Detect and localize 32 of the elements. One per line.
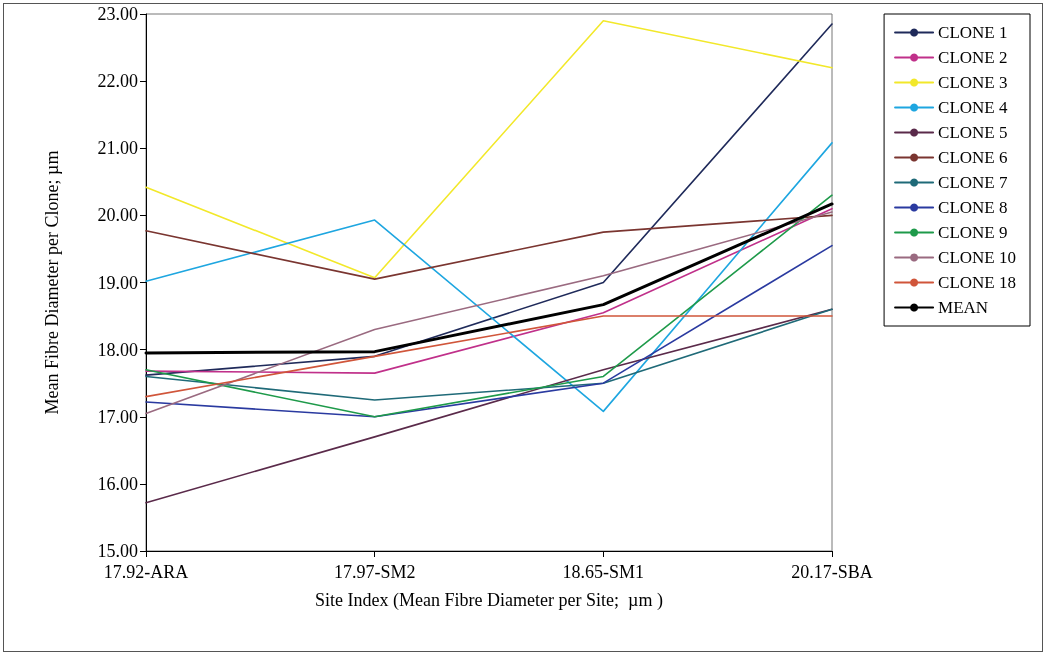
- legend-label: CLONE 2: [938, 48, 1008, 67]
- y-tick-label: 18.00: [97, 339, 138, 360]
- legend-label: CLONE 4: [938, 98, 1008, 117]
- y-axis-title: Mean Fibre Diameter per Clone; µm: [42, 150, 62, 415]
- legend-label: CLONE 1: [938, 23, 1008, 42]
- legend-label: CLONE 7: [938, 173, 1008, 192]
- line-series: [145, 244, 833, 418]
- x-tick-label: 17.92-ARA: [103, 562, 189, 582]
- legend-label: CLONE 10: [938, 248, 1017, 267]
- y-tick-label: 23.00: [97, 4, 138, 24]
- legend-label: CLONE 6: [938, 148, 1008, 167]
- x-tick-label: 18.65-SM1: [562, 562, 645, 582]
- y-tick-label: 19.00: [97, 272, 138, 293]
- x-tick-label: 20.17-SBA: [791, 562, 873, 582]
- y-tick-label: 21.00: [97, 138, 138, 159]
- legend-label: CLONE 3: [938, 73, 1008, 92]
- line-series: [145, 142, 833, 413]
- line-series: [145, 19, 833, 279]
- x-axis-title: Site Index (Mean Fibre Diameter per Site; µm ): [315, 590, 663, 611]
- line-series: [145, 23, 833, 376]
- y-tick-label: 17.00: [97, 406, 138, 427]
- y-tick-label: 16.00: [97, 473, 138, 494]
- line-series: [145, 214, 833, 280]
- y-tick-label: 15.00: [97, 541, 138, 561]
- legend-label: MEAN: [938, 298, 989, 317]
- legend-label: CLONE 5: [938, 123, 1008, 142]
- legend-label: CLONE 8: [938, 198, 1008, 217]
- y-tick-label: 20.00: [97, 205, 138, 226]
- y-tick-label: 22.00: [97, 71, 138, 92]
- x-tick-label: 17.97-SM2: [333, 562, 416, 582]
- legend-label: CLONE 18: [938, 273, 1017, 292]
- legend-label: CLONE 9: [938, 223, 1008, 242]
